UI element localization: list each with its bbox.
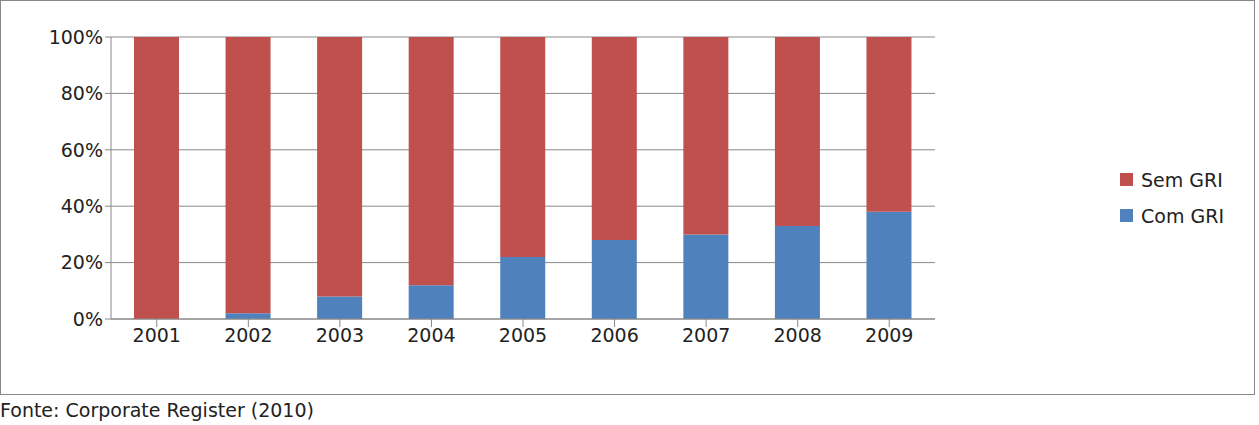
html-text:Fonte: Corporate Register (201: Fonte: Corporate Register (2010)	[0, 399, 314, 421]
svg-text:60%: 60%	[61, 139, 103, 161]
svg-text:2005: 2005	[499, 324, 547, 346]
svg-text:2004: 2004	[407, 324, 455, 346]
html-text:Sem GRI: Sem GRI	[1141, 168, 1223, 191]
svg-text:20%: 20%	[61, 251, 103, 273]
svg-text:80%: 80%	[61, 82, 103, 104]
svg-text:2003: 2003	[316, 324, 364, 346]
svg-text:0%: 0%	[73, 308, 103, 330]
svg-text:2006: 2006	[590, 324, 638, 346]
svg-text:100%: 100%	[49, 26, 103, 48]
svg-text:2002: 2002	[224, 324, 272, 346]
svg-text:40%: 40%	[61, 195, 103, 217]
svg-text:2008: 2008	[774, 324, 822, 346]
svg-text:2009: 2009	[865, 324, 913, 346]
svg-text:2001: 2001	[133, 324, 181, 346]
svg-text:2007: 2007	[682, 324, 730, 346]
html-text:Com GRI: Com GRI	[1141, 204, 1224, 227]
